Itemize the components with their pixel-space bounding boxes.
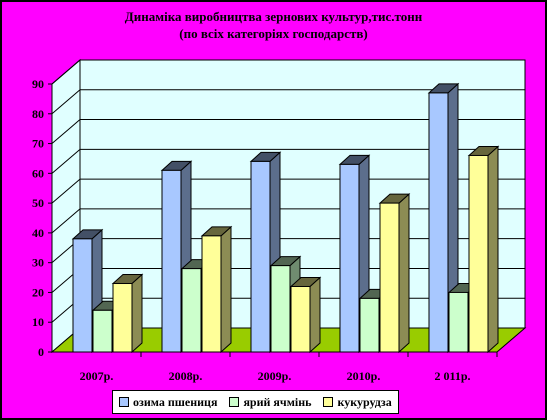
chart-legend: озима пшениця ярий ячмінь кукурудза bbox=[112, 390, 399, 414]
x-tick-label: 2 011р. bbox=[434, 369, 470, 383]
bar-side bbox=[131, 273, 143, 354]
gridline-side bbox=[51, 148, 81, 174]
legend-label-spring-barley: ярий ячмінь bbox=[243, 394, 312, 409]
bar bbox=[428, 92, 449, 353]
legend-swatch-spring-barley bbox=[229, 397, 240, 407]
bar bbox=[201, 235, 222, 353]
bar bbox=[112, 283, 133, 353]
legend-label-corn: кукурудза bbox=[337, 394, 392, 409]
y-tick-label: 40 bbox=[32, 226, 44, 240]
y-tick-label: 60 bbox=[32, 166, 44, 180]
x-tick-label: 2007р. bbox=[80, 369, 114, 383]
y-tick-label: 10 bbox=[32, 315, 44, 329]
x-tick-label: 2009р. bbox=[258, 369, 292, 383]
legend-item-winter-wheat: озима пшениця bbox=[119, 395, 217, 410]
y-tick-label: 0 bbox=[38, 345, 44, 359]
chart-title-block: Динаміка виробництва зернових культур,ти… bbox=[2, 8, 545, 42]
bar bbox=[250, 160, 271, 353]
y-tick-label: 70 bbox=[32, 137, 44, 151]
x-tick-label: 2010р. bbox=[347, 369, 381, 383]
bar bbox=[270, 265, 291, 353]
bar bbox=[379, 202, 400, 353]
legend-swatch-corn bbox=[323, 397, 334, 407]
gridline-side bbox=[51, 89, 81, 115]
bar bbox=[359, 297, 380, 353]
bar-side bbox=[398, 192, 410, 354]
legend-swatch-winter-wheat bbox=[119, 397, 129, 407]
gridline-side bbox=[51, 208, 81, 234]
x-tick-label: 2008р. bbox=[169, 369, 203, 383]
bar-side bbox=[487, 145, 499, 354]
bar bbox=[92, 309, 113, 353]
legend-item-spring-barley: ярий ячмінь bbox=[229, 395, 311, 410]
gridline-side bbox=[51, 59, 81, 85]
gridline-side bbox=[51, 178, 81, 204]
bar-side bbox=[220, 225, 232, 354]
chart-subtitle: (по всіх категоріях господарств) bbox=[179, 26, 368, 41]
bar bbox=[72, 238, 93, 353]
y-tick-label: 90 bbox=[32, 77, 44, 91]
gridline-side bbox=[51, 119, 81, 144]
legend-item-corn: кукурудза bbox=[323, 394, 392, 410]
bar-side bbox=[309, 276, 321, 354]
y-tick-label: 30 bbox=[32, 256, 44, 270]
y-tick-label: 20 bbox=[32, 285, 44, 299]
bar bbox=[448, 291, 469, 353]
chart-title: Динаміка виробництва зернових культур,ти… bbox=[124, 9, 423, 24]
bar bbox=[468, 154, 489, 353]
bar bbox=[290, 285, 311, 353]
y-tick-label: 50 bbox=[32, 196, 44, 210]
y-tick-label: 80 bbox=[32, 107, 44, 121]
bar bbox=[339, 163, 360, 353]
bar bbox=[161, 169, 182, 353]
bar bbox=[181, 268, 202, 353]
legend-label-winter-wheat: озима пшениця bbox=[133, 394, 218, 409]
